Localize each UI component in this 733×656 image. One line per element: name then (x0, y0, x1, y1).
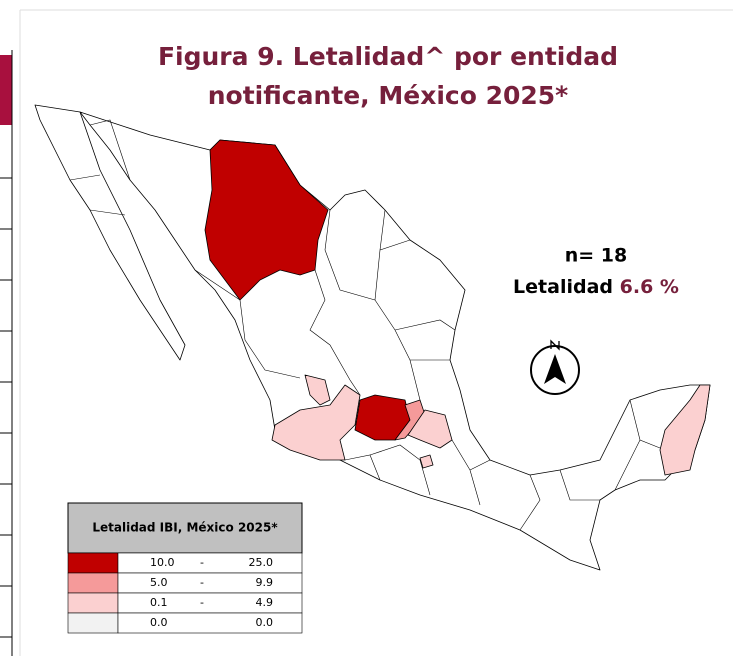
quintana-roo (659, 384, 711, 476)
map (34, 104, 711, 571)
table-header-cell (0, 55, 12, 125)
north-arrow (530, 339, 580, 395)
legend-sep: - (200, 556, 204, 569)
morelos (419, 454, 434, 469)
legend-from: 0.1 (150, 596, 168, 609)
legend-swatch (67, 612, 119, 634)
legend-cell (117, 592, 303, 614)
legend-to: 4.9 (256, 596, 274, 609)
table-row-lines (0, 177, 12, 638)
sample-size: n= 18 (565, 245, 628, 267)
legend-swatch (67, 592, 119, 614)
legend-from: 5.0 (150, 576, 168, 589)
legend-to: 25.0 (249, 556, 274, 569)
state-borders (69, 119, 666, 531)
legend-from: 0.0 (150, 616, 168, 629)
legend: Letalidad IBI, México 2025* 10.0 - 25.0 5.0… (67, 502, 303, 634)
legend-cell (117, 612, 303, 634)
title-line: Figura 9. Letalidad^ por entidad (158, 42, 618, 71)
legend-from: 10.0 (150, 556, 175, 569)
legend-to: 0.0 (256, 616, 274, 629)
chihuahua (204, 139, 329, 301)
lethality-label: Letalidad (513, 276, 613, 298)
nayarit (304, 374, 331, 406)
legend-cell (117, 572, 303, 594)
legend-sep: - (200, 596, 204, 609)
legend-swatch (67, 552, 119, 574)
legend-swatch (67, 572, 119, 594)
lethality-value: 6.6 % (620, 276, 679, 298)
lethality-summary: Letalidad 6.6 % (513, 276, 679, 298)
side-table (0, 50, 13, 656)
legend-to: 9.9 (256, 576, 274, 589)
baja-california (34, 104, 186, 361)
legend-cell (117, 552, 303, 574)
legend-sep: - (200, 576, 204, 589)
queretaro (394, 399, 426, 441)
jalisco (271, 384, 361, 461)
hidalgo (407, 409, 453, 449)
title-line: notificante, México 2025* (208, 81, 569, 110)
legend-title: Letalidad IBI, México 2025* (92, 521, 278, 535)
legend-header (67, 502, 303, 554)
